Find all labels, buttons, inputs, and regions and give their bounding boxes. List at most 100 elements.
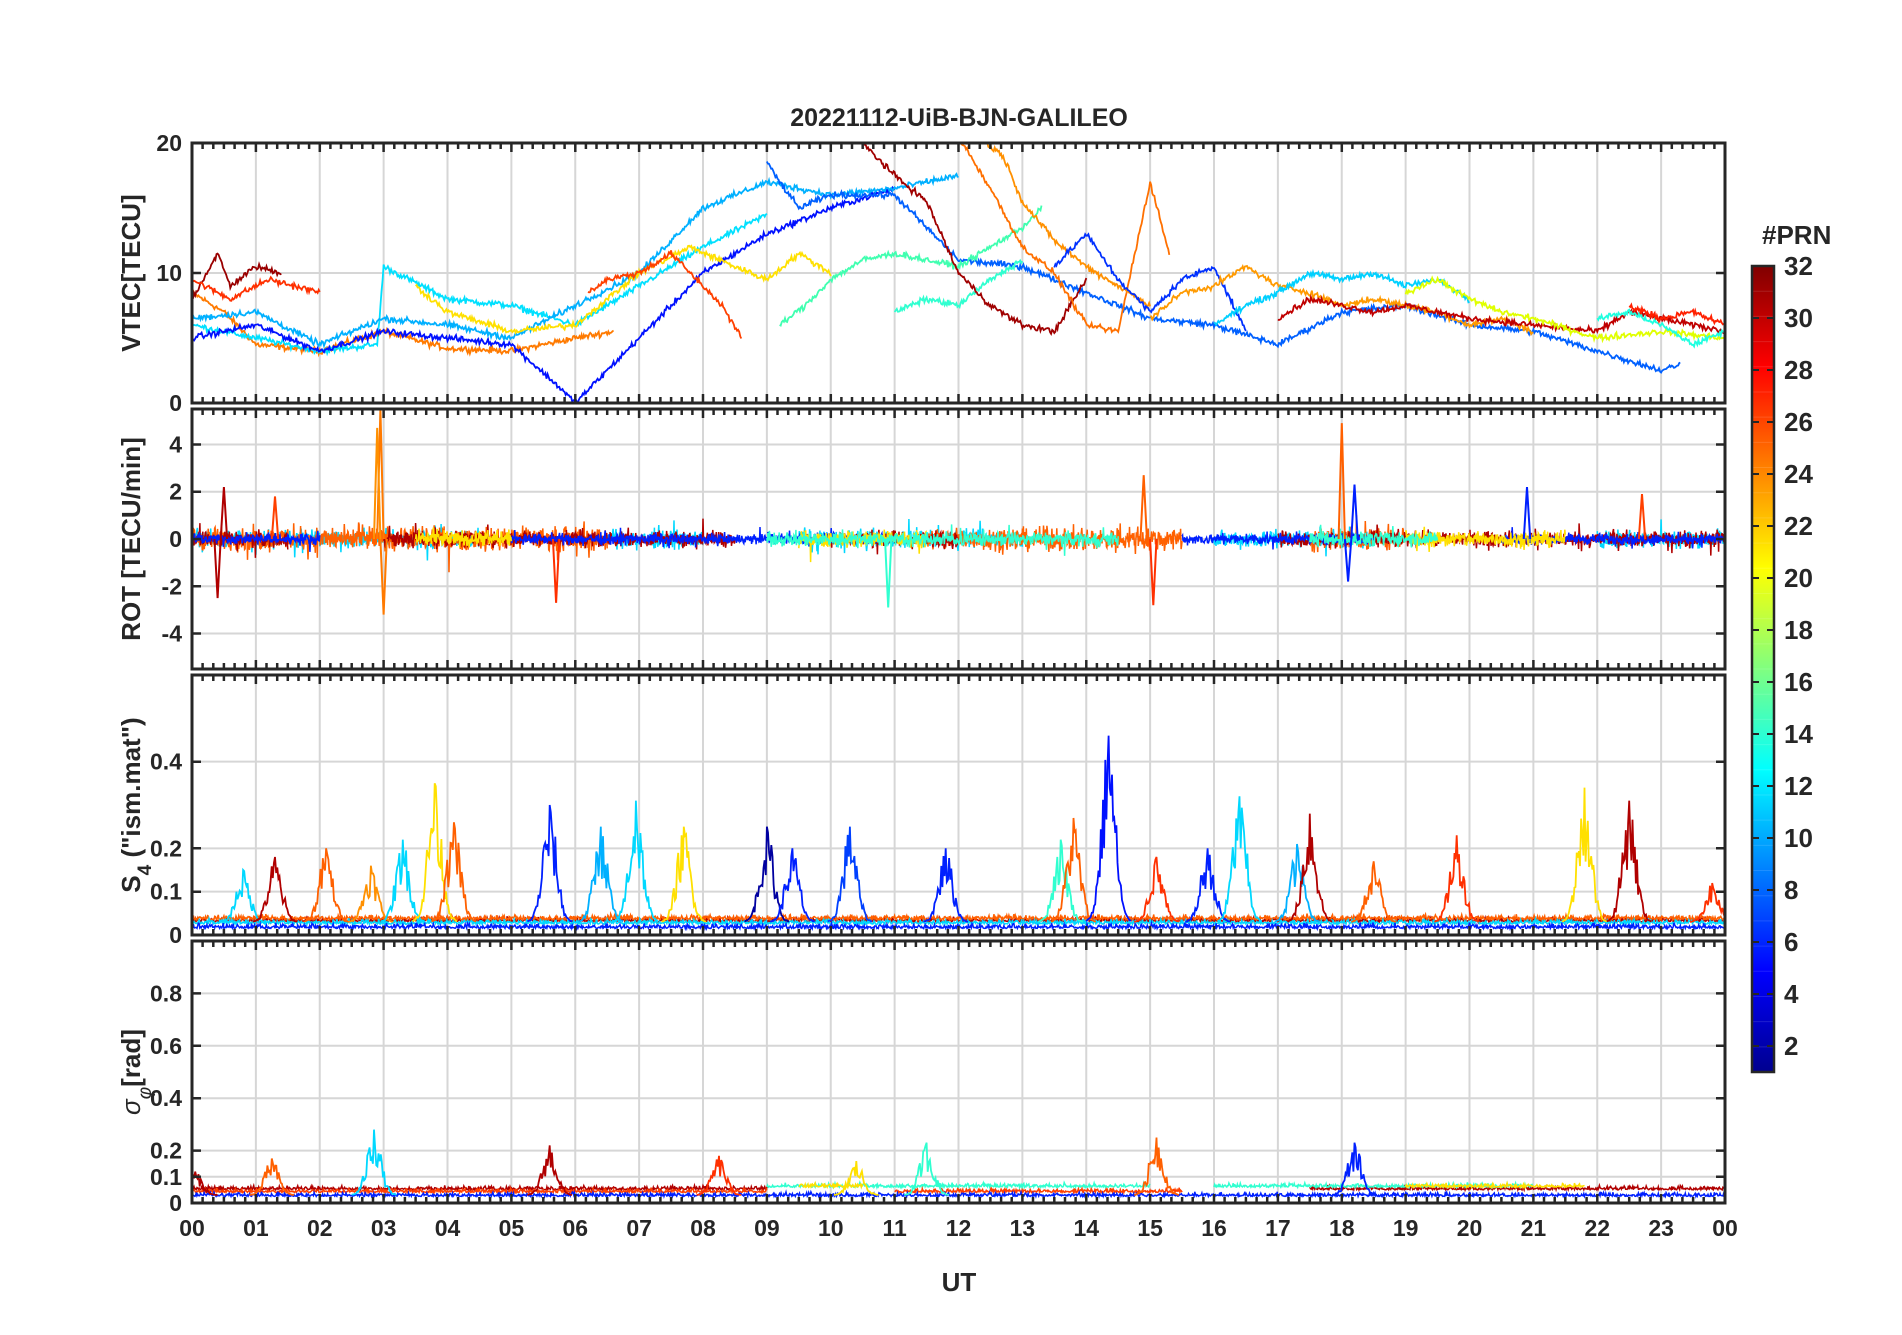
- y-tick-label: 0: [169, 390, 182, 416]
- burst-trace: [661, 826, 707, 923]
- x-tick-label: 01: [243, 1215, 269, 1241]
- series-line-prn-12: [192, 213, 768, 357]
- colorbar-tick-label: 6: [1784, 927, 1798, 957]
- burst-trace: [1134, 1137, 1179, 1196]
- colorbar-tick-label: 30: [1784, 303, 1813, 333]
- burst-trace: [1689, 882, 1725, 923]
- colorbar-tick-label: 2: [1784, 1031, 1798, 1061]
- rot-spike: [1350, 484, 1359, 540]
- burst-trace: [411, 782, 458, 923]
- series-line-prn-15: [779, 205, 1043, 327]
- y-tick-label: 0: [169, 1190, 182, 1216]
- y-tick-label: 0.2: [150, 835, 182, 861]
- burst-trace: [1606, 800, 1652, 923]
- series-line-prn-22: [1150, 264, 1534, 336]
- colorbar-tick-label: 12: [1784, 771, 1813, 801]
- series-line-prn-28: [1628, 302, 1725, 326]
- series-group-sigma_phi: [192, 1129, 1725, 1200]
- series-line-prn-20: [415, 244, 832, 335]
- burst-trace: [1274, 843, 1320, 923]
- y-tick-label: 10: [156, 260, 182, 286]
- colorbar-scale: [1752, 266, 1774, 1072]
- rot-spike: [373, 427, 382, 540]
- x-tick-label: 19: [1393, 1215, 1419, 1241]
- burst-trace: [192, 1171, 218, 1196]
- burst-trace: [351, 1129, 397, 1196]
- series-line-prn-24: [960, 143, 1171, 334]
- y-tick-label: 2: [169, 479, 182, 505]
- x-tick-label: 20: [1457, 1215, 1483, 1241]
- burst-trace: [578, 826, 624, 923]
- y-tick-label: 4: [169, 431, 182, 457]
- y-tick-label: 0.8: [150, 980, 182, 1006]
- panel-rot: -4 -2 0 2 4 ROT [TECU/min]: [116, 407, 1727, 671]
- colorbar-tick-label: 28: [1784, 355, 1813, 385]
- series-line-prn-25: [192, 911, 1725, 923]
- burst-trace: [1134, 856, 1180, 923]
- x-tick-label: 23: [1648, 1215, 1674, 1241]
- colorbar-tick-label: 14: [1784, 719, 1813, 749]
- rot-spike: [551, 538, 561, 603]
- colorbar-tick-label: 24: [1784, 459, 1813, 489]
- series-line-prn-30: [1309, 1182, 1725, 1193]
- x-tick-label: 10: [818, 1215, 844, 1241]
- x-tick-label: 03: [371, 1215, 397, 1241]
- y-ticks: [192, 141, 1725, 405]
- colorbar-tick-label: 18: [1784, 615, 1813, 645]
- colorbar-tick-label: 22: [1784, 511, 1813, 541]
- y-tick-label: 0: [169, 922, 182, 948]
- colorbar-frame: [1750, 264, 1776, 1074]
- panel-vtec: 0 10 20 VTEC[TECU]: [116, 130, 1727, 416]
- series-line-prn-20: [414, 527, 513, 548]
- colorbar-tick-label: 4: [1784, 979, 1799, 1009]
- series-line-prn-4: [192, 185, 896, 403]
- y-tick-label: -2: [162, 573, 182, 599]
- y-label-phi: φ: [135, 1087, 156, 1099]
- series-line-prn-3: [1053, 232, 1247, 332]
- colorbar-tick-label: 32: [1784, 251, 1813, 281]
- series-line-prn-20: [1404, 1180, 1585, 1190]
- burst-trace: [252, 856, 298, 923]
- series-group-s4: [192, 735, 1725, 932]
- x-axis-label: UT: [942, 1267, 977, 1297]
- series-line-prn-13: [893, 258, 1024, 313]
- rot-spike: [1149, 538, 1158, 606]
- burst-trace: [827, 826, 873, 923]
- burst-trace: [303, 848, 349, 923]
- rot-spike: [1522, 486, 1532, 540]
- x-minor-ticks: [190, 143, 1727, 403]
- y-tick-label: 0: [169, 526, 182, 552]
- x-tick-label: 02: [307, 1215, 333, 1241]
- burst-trace: [696, 1155, 742, 1196]
- burst-trace: [1217, 796, 1262, 923]
- burst-trace: [1287, 813, 1333, 923]
- burst-trace: [613, 800, 659, 923]
- series-line-prn-4: [1181, 531, 1375, 550]
- colorbar-tick-label: 8: [1784, 875, 1798, 905]
- series-line-prn-14: [1596, 308, 1725, 349]
- colorbar-tick-label: 16: [1784, 667, 1813, 697]
- y-tick-label: 0.2: [150, 1138, 182, 1164]
- y-axis-label-sigma_phi: σφ[rad]: [116, 1029, 156, 1115]
- colorbar-tick-label: 26: [1784, 407, 1813, 437]
- x-minor-ticks: [190, 941, 1727, 1203]
- x-tick-label: 00: [1712, 1215, 1738, 1241]
- burst-trace: [1351, 861, 1397, 923]
- x-tick-label: 14: [1073, 1215, 1099, 1241]
- rot-spike: [219, 486, 229, 540]
- x-minor-ticks: [190, 675, 1727, 935]
- y-tick-label: 20: [156, 130, 182, 156]
- y-label-unit: [rad]: [116, 1029, 146, 1087]
- x-tick-label: 13: [1010, 1215, 1036, 1241]
- x-tick-label: 00: [179, 1215, 205, 1241]
- burst-trace: [431, 822, 477, 923]
- burst-trace: [1050, 817, 1096, 923]
- y-ticks: [192, 760, 1725, 937]
- burst-trace: [833, 1161, 879, 1196]
- y-axis-label-s4: S4 ("ism.mat"): [116, 717, 156, 892]
- y-ticks: [192, 992, 1725, 1205]
- y-label-subscript: 4: [135, 864, 156, 875]
- rot-spike: [1637, 494, 1647, 540]
- series-line-prn-11: [1213, 268, 1470, 327]
